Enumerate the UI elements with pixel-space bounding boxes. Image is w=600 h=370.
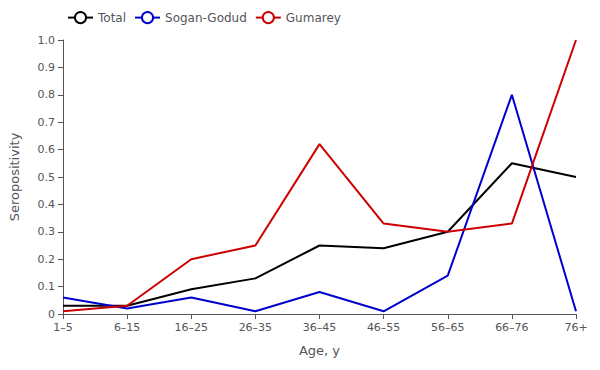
svg-text:16–25: 16–25 — [175, 321, 209, 334]
svg-text:Seropositivity: Seropositivity — [7, 132, 22, 221]
svg-text:Age, y: Age, y — [299, 343, 340, 358]
svg-text:0.3: 0.3 — [38, 225, 56, 238]
svg-text:0.4: 0.4 — [38, 198, 56, 211]
svg-text:Gumarey: Gumarey — [286, 11, 341, 25]
svg-text:0.9: 0.9 — [38, 61, 56, 74]
svg-text:36–45: 36–45 — [303, 321, 337, 334]
svg-text:0: 0 — [48, 308, 55, 321]
svg-text:0.6: 0.6 — [38, 143, 56, 156]
svg-text:1.0: 1.0 — [38, 34, 56, 47]
svg-text:Sogan-Godud: Sogan-Godud — [165, 11, 247, 25]
svg-text:Total: Total — [97, 11, 126, 25]
svg-text:0.7: 0.7 — [38, 116, 56, 129]
svg-text:6–15: 6–15 — [114, 321, 141, 334]
svg-text:0.2: 0.2 — [38, 253, 56, 266]
svg-text:0.1: 0.1 — [38, 280, 56, 293]
svg-text:0.8: 0.8 — [38, 88, 56, 101]
svg-text:1–5: 1–5 — [53, 321, 73, 334]
svg-text:46–55: 46–55 — [367, 321, 401, 334]
svg-text:76+: 76+ — [564, 321, 587, 334]
svg-text:66–76: 66–76 — [495, 321, 529, 334]
svg-text:0.5: 0.5 — [38, 171, 56, 184]
svg-text:56–65: 56–65 — [431, 321, 465, 334]
svg-text:26–35: 26–35 — [239, 321, 273, 334]
